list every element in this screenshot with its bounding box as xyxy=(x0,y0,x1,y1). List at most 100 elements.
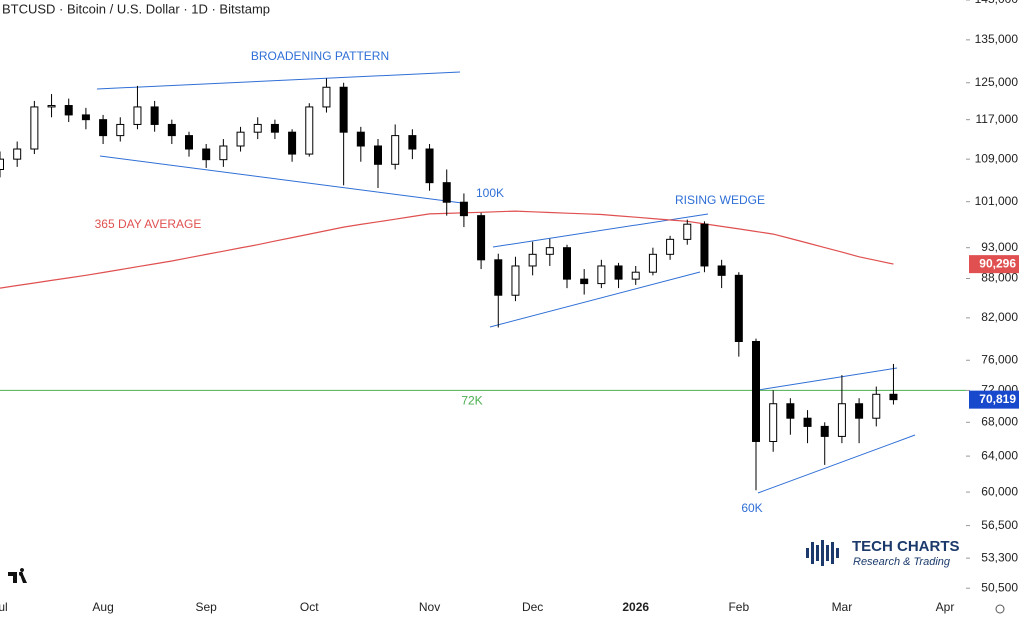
candle-body xyxy=(202,148,211,161)
candle-body xyxy=(442,182,451,203)
x-tick-label: Nov xyxy=(419,600,440,614)
x-tick-label: Mar xyxy=(832,600,853,614)
candle-body xyxy=(477,215,486,261)
y-tick-label: 125,000 xyxy=(975,75,1019,89)
y-tick-label: 50,500 xyxy=(981,580,1018,594)
candle-body xyxy=(648,253,657,273)
x-tick-label: Dec xyxy=(522,600,543,614)
candle-body xyxy=(837,403,846,437)
y-tick-label: 109,000 xyxy=(975,151,1019,165)
candle-body xyxy=(545,247,554,255)
y-tick-label: 145,000 xyxy=(975,0,1019,6)
annotation: 60K xyxy=(741,501,762,515)
candle-body xyxy=(288,131,297,155)
x-tick-label: Aug xyxy=(92,600,113,614)
candle-body xyxy=(64,105,73,116)
x-tick-label: Feb xyxy=(728,600,749,614)
candle-body xyxy=(597,265,606,285)
trend-line xyxy=(99,155,463,204)
annotation: RISING WEDGE xyxy=(675,193,765,207)
candle-body xyxy=(872,393,881,419)
candle-body xyxy=(339,86,348,133)
candle-body xyxy=(511,265,520,296)
level-label: 72K xyxy=(461,394,482,408)
candle-body xyxy=(356,131,365,147)
candle-body xyxy=(614,265,623,280)
candle-body xyxy=(734,274,743,343)
settings-icon[interactable] xyxy=(995,604,1005,614)
brand-subtitle: Research & Trading xyxy=(853,556,951,568)
candle-body xyxy=(236,131,245,147)
y-tick-label: 56,500 xyxy=(981,518,1018,532)
candle-body xyxy=(425,148,434,184)
candle-body xyxy=(683,223,692,240)
y-tick-label: 101,000 xyxy=(975,194,1019,208)
candle-body xyxy=(563,247,571,280)
annotation: BROADENING PATTERN xyxy=(251,49,389,63)
average-price-tag-box xyxy=(969,255,1019,274)
candle-body xyxy=(459,201,468,217)
candle-body xyxy=(889,393,898,401)
candle-body xyxy=(855,403,864,419)
candle-body xyxy=(580,278,589,285)
brand-icon xyxy=(806,540,839,566)
candle-body xyxy=(820,425,829,437)
y-tick-label: 76,000 xyxy=(981,352,1018,366)
candle-body xyxy=(99,119,108,137)
candle-body xyxy=(0,158,4,170)
candle-body xyxy=(185,135,193,150)
candle-body xyxy=(752,341,760,442)
y-tick-label: 117,000 xyxy=(976,112,1019,126)
y-tick-label: 88,000 xyxy=(981,271,1018,285)
platform-logo xyxy=(8,568,27,583)
chart-title: BTCUSD · Bitcoin / U.S. Dollar · 1D · Bi… xyxy=(2,1,270,16)
candle-body xyxy=(150,106,159,125)
trend-line xyxy=(492,213,709,248)
candle-body xyxy=(13,148,22,160)
last-price-tag-box xyxy=(969,390,1019,409)
candle-body xyxy=(270,123,279,133)
candle-body xyxy=(528,253,537,267)
candle-body xyxy=(322,86,331,108)
candle-body xyxy=(494,259,503,296)
candle-body xyxy=(769,403,778,442)
y-tick-label: 68,000 xyxy=(981,414,1018,428)
candle-body xyxy=(374,145,382,165)
annotation: 100K xyxy=(476,186,504,200)
y-tick-label: 64,000 xyxy=(981,448,1018,462)
candle-body xyxy=(253,123,262,133)
last-price-tag: 70,819 xyxy=(979,392,1016,406)
candle-body xyxy=(803,417,812,427)
brand-title: TECH CHARTS xyxy=(852,538,960,555)
y-tick-label: 60,000 xyxy=(981,484,1018,498)
trend-line xyxy=(757,434,916,494)
candle-body xyxy=(116,123,125,137)
x-tick-label: 2026 xyxy=(622,600,649,614)
candle-body xyxy=(81,114,90,121)
candle-body xyxy=(408,135,417,150)
candle-body xyxy=(786,403,795,419)
trend-line xyxy=(757,367,898,391)
x-tick-label: Jul xyxy=(0,600,8,614)
average-label: 365 DAY AVERAGE xyxy=(95,217,202,231)
x-tick-label: Oct xyxy=(300,600,319,614)
y-tick-label: 93,000 xyxy=(981,240,1018,254)
y-tick-label: 53,300 xyxy=(981,550,1018,564)
y-tick-label: 135,000 xyxy=(975,32,1019,46)
candle-body xyxy=(666,238,675,255)
candle-body xyxy=(30,106,39,150)
candle-body xyxy=(700,223,709,267)
trend-line xyxy=(489,271,701,328)
trend-line xyxy=(96,71,461,90)
candle-body xyxy=(391,135,400,165)
candle-body xyxy=(219,145,228,161)
candle-body xyxy=(47,105,56,108)
candle-body xyxy=(167,123,176,137)
candle-body xyxy=(717,265,726,276)
candle-body xyxy=(305,106,314,155)
trend-lines xyxy=(96,71,916,494)
x-tick-label: Sep xyxy=(196,600,218,614)
average-price-tag: 90,296 xyxy=(979,256,1016,270)
candle-body xyxy=(631,271,640,280)
